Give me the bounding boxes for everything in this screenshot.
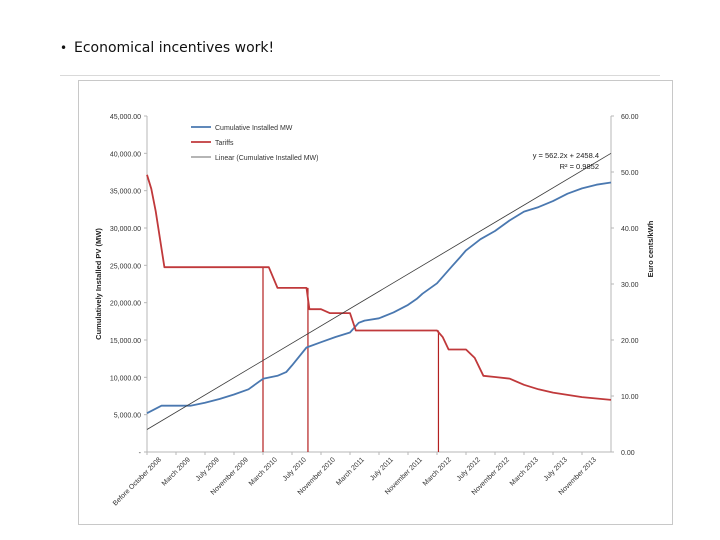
right-tick-label: 60.00 — [621, 114, 639, 121]
left-tick-label: - — [139, 450, 142, 457]
x-tick-label: Before October 2008 — [112, 456, 163, 507]
axes-group: - 5,000.00 10,000.00 15,000.00 20,000.00 25,0… — [94, 114, 655, 507]
x-tick-label: March 2010 — [248, 456, 279, 487]
slide-divider — [60, 75, 660, 76]
annotation-group: y = 562.2x + 2458.4 R² = 0.9852 — [533, 151, 599, 171]
x-tick-label: July 2013 — [543, 456, 569, 482]
pv-chart: - 5,000.00 10,000.00 15,000.00 20,000.00 25,0… — [94, 114, 655, 507]
x-tick-label: July 2010 — [282, 456, 308, 482]
left-tick-label: 5,000.00 — [114, 413, 141, 420]
left-tick-label: 10,000.00 — [110, 375, 141, 382]
trendline-equation: y = 562.2x + 2458.4 — [533, 151, 599, 160]
left-tick-label: 25,000.00 — [110, 263, 141, 270]
y-axis-title: Cumulatively Installed PV (MW) — [94, 228, 103, 340]
trendline-equation: R² = 0.9852 — [560, 162, 599, 171]
left-tick-label: 30,000.00 — [110, 226, 141, 233]
legend-label: Linear (Cumulative Installed MW) — [215, 155, 318, 162]
x-tick-label: July 2011 — [369, 456, 395, 482]
x-tick-label: March 2009 — [161, 456, 192, 487]
left-tick-label: 15,000.00 — [110, 338, 141, 345]
x-tick-label: March 2012 — [422, 456, 453, 487]
left-tick-label: 35,000.00 — [110, 189, 141, 196]
x-tick-label: March 2011 — [335, 456, 366, 487]
right-tick-label: 30.00 — [621, 282, 639, 289]
series-tariff-line — [146, 174, 612, 401]
right-tick-label: 20.00 — [621, 338, 639, 345]
x-tick-label: July 2009 — [195, 456, 221, 482]
right-tick-label: 40.00 — [621, 226, 639, 233]
left-tick-label: 20,000.00 — [110, 301, 141, 308]
right-tick-label: 50.00 — [621, 170, 639, 177]
series-group — [146, 152, 612, 452]
left-tick-label: 40,000.00 — [110, 151, 141, 158]
bullet-dot: • — [60, 41, 68, 55]
legend-group: Cumulative Installed MW Tariffs Linear (Cu… — [191, 125, 318, 162]
x-tick-label: March 2013 — [509, 456, 540, 487]
x-tick-label: July 2012 — [456, 456, 482, 482]
slide-bullet-text: Economical incentives work! — [74, 40, 275, 56]
right-tick-label: 0.00 — [621, 450, 635, 457]
series-linear-trend — [146, 152, 612, 430]
legend-label: Cumulative Installed MW — [215, 125, 293, 132]
slide-bullet: • Economical incentives work! — [60, 40, 274, 56]
legend-label: Tariffs — [215, 140, 234, 147]
y2-axis-title: Euro cents/kWh — [646, 220, 655, 277]
chart-frame: - 5,000.00 10,000.00 15,000.00 20,000.00 25,0… — [78, 80, 673, 525]
right-tick-label: 10.00 — [621, 394, 639, 401]
series-installed-line — [146, 181, 612, 414]
left-tick-label: 45,000.00 — [110, 114, 141, 121]
